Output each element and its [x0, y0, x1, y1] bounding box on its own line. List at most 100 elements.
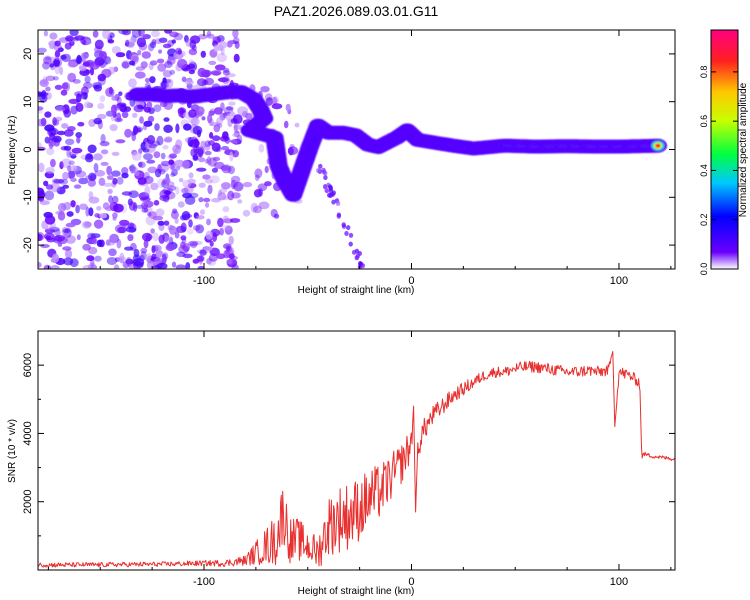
spectrogram-cell	[265, 97, 273, 106]
spectrogram-cell	[158, 234, 165, 244]
spectrogram-cell	[76, 234, 81, 241]
spectrogram-cell	[87, 144, 97, 154]
spectrogram-cell	[84, 154, 94, 163]
spectrogram-cell	[171, 39, 176, 44]
spectrogram-cell	[234, 41, 240, 49]
spectrogram-cell	[43, 56, 52, 65]
spectrogram-cell	[76, 93, 82, 103]
spectrogram-cell	[39, 79, 49, 88]
spectrogram-cell	[165, 177, 171, 184]
spectrogram-cell	[335, 201, 341, 206]
spectrogram-cell	[328, 184, 333, 190]
spectrogram-cell	[121, 61, 130, 69]
spectrogram-cell	[90, 257, 95, 267]
spectrogram-cell	[40, 117, 47, 127]
spectrogram-cell	[38, 190, 46, 198]
spectrogram-cell	[74, 35, 85, 41]
spectrogram-cell	[355, 253, 360, 259]
spectrogram-cell	[117, 226, 126, 234]
spectrogram-cell	[46, 147, 55, 156]
spectrogram-cell	[188, 48, 198, 56]
spectrogram-cell	[55, 105, 66, 112]
spectrogram-cell	[70, 105, 78, 115]
spectrogram-cell	[153, 200, 160, 206]
spectrogram-cell	[180, 241, 186, 249]
spectrogram-cell	[148, 62, 154, 71]
spectrogram-cell	[232, 30, 239, 39]
spectrogram-cell	[62, 184, 70, 189]
spectrogram-cell	[271, 96, 279, 105]
spectrogram-cell	[223, 243, 232, 250]
spectrogram-cell	[85, 206, 90, 217]
spectrogram-cell	[187, 63, 196, 70]
spectrogram-cell	[161, 253, 167, 264]
spectrogram-cell	[139, 116, 144, 124]
spectrogram-cell	[210, 122, 221, 127]
spectrogram-cell	[207, 113, 213, 124]
spectrogram-cell	[216, 117, 223, 126]
spectrogram-cell	[200, 140, 206, 149]
colorbar-tick-label: 0.0	[699, 263, 709, 276]
spectrogram-cell	[181, 211, 191, 221]
spectrogram-cell	[174, 217, 179, 224]
spectrogram-cell	[169, 153, 177, 159]
spectrogram-cell	[168, 159, 175, 165]
spectrogram-cell	[84, 101, 91, 109]
spectrogram-cell	[201, 116, 206, 121]
spectrogram-cell	[237, 199, 243, 204]
spectrogram-cell	[142, 200, 149, 206]
spectrogram-cell	[114, 117, 123, 123]
spectrogram-cell	[169, 31, 179, 38]
spectrogram-cell	[270, 208, 278, 218]
spectrogram-cell	[169, 69, 176, 75]
spectrogram-cell	[43, 30, 49, 37]
snr-ytick-label: 4000	[22, 421, 34, 445]
spectrogram-cell	[165, 78, 174, 89]
spectrogram-cell	[99, 50, 107, 59]
spectrogram-cell	[188, 172, 194, 179]
spectrogram-cell	[175, 166, 181, 171]
spectrogram-cell	[53, 44, 63, 52]
spectrogram-cell	[204, 179, 214, 184]
spectrogram-cell	[129, 166, 138, 173]
spectrogram-cell	[175, 47, 182, 55]
spectrogram-cell	[119, 252, 125, 261]
spectrogram-cell	[134, 71, 146, 79]
spectrogram-cell	[213, 124, 221, 133]
spectrogram-cell	[164, 136, 173, 143]
spectrogram-cell	[133, 258, 145, 267]
spectrogram-cell	[206, 218, 211, 226]
spectrogram-cell	[43, 180, 49, 187]
spectrogram-cell	[287, 146, 299, 155]
spectrogram-cell	[131, 30, 142, 38]
spectrogram-cell	[44, 215, 56, 225]
spectrogram-cell	[185, 262, 191, 269]
spectrogram-cell	[45, 167, 55, 174]
spectrogram-cell	[38, 233, 43, 242]
spectrogram-cell	[125, 226, 137, 233]
spectrogram-cell	[188, 219, 193, 228]
spectrogram-cell	[66, 148, 72, 158]
spectrogram-cell	[242, 181, 253, 188]
spectrogram-cell	[53, 229, 61, 236]
spectrogram-cell	[135, 204, 146, 209]
colorbar-tick-label: 0.8	[699, 66, 709, 79]
spectrogram-cell	[228, 253, 235, 260]
spectrogram-cell	[167, 57, 176, 65]
spectrogram-cell	[144, 185, 151, 196]
spectrogram-cell	[153, 104, 162, 112]
spectrogram-cell	[192, 225, 201, 231]
spectrogram-cell	[225, 73, 236, 78]
spectrogram-cell	[63, 257, 74, 266]
spectrogram-cell	[195, 224, 205, 234]
spectrogram-cell	[53, 138, 61, 147]
spectrogram-xtick-label: -100	[193, 275, 215, 287]
spectrogram-cell	[175, 123, 180, 134]
spectrogram-cell	[177, 107, 187, 115]
spectrogram-cell	[93, 162, 99, 173]
spectrogram-cell	[220, 46, 225, 56]
spectrogram-cell	[219, 227, 225, 236]
spectrogram-cell	[245, 112, 253, 120]
spectrogram-cell	[49, 32, 58, 40]
spectrogram-cell	[63, 109, 71, 118]
